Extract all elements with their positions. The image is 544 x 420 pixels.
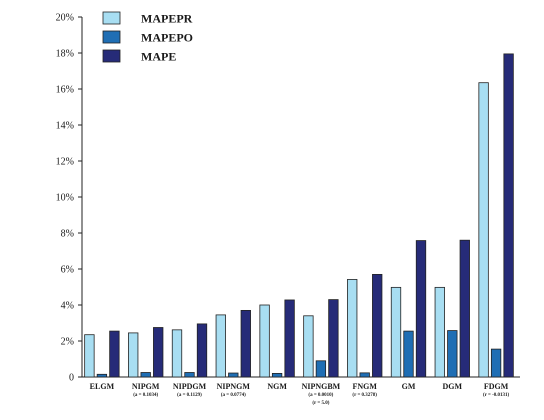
category-labels: ELGM NIPGM (a = 0.1034) NIPDGM (a = 0.1129) N… bbox=[90, 382, 510, 406]
bar-mape-fdgm bbox=[503, 53, 514, 378]
y-tick-label: 16% bbox=[56, 85, 74, 96]
bar-mapepo-nipngm bbox=[228, 372, 239, 378]
bar-mape-dgm bbox=[459, 239, 470, 378]
y-tick-label: 18% bbox=[56, 49, 74, 60]
y-tick-label: 8% bbox=[61, 229, 74, 240]
x-tick-label: NGM bbox=[267, 382, 287, 391]
x-tick-note: (r = -0.0131) bbox=[483, 393, 510, 398]
bar-mape-nipgm bbox=[153, 327, 164, 378]
y-tick-label: 12% bbox=[56, 157, 74, 168]
bar-mapepo-dgm bbox=[447, 330, 458, 378]
bar-mapepr-elgm bbox=[84, 334, 95, 378]
bar-mape-nipngm bbox=[240, 309, 251, 378]
bar-mapepr-nipngbm bbox=[303, 315, 314, 378]
legend-swatch-mapepo bbox=[102, 30, 121, 44]
bar-mapepr-ngm bbox=[259, 304, 270, 378]
bar-mape-nipngbm bbox=[328, 299, 339, 378]
x-tick-note: (r = 5.0) bbox=[312, 401, 329, 406]
bar-mapepo-nipgm bbox=[140, 372, 151, 378]
x-tick-note: (r = 0.3278) bbox=[352, 393, 377, 398]
x-tick-note: (a = 0.0774) bbox=[221, 393, 246, 398]
legend-label-mapepr: MAPEPR bbox=[141, 12, 193, 26]
bar-mape-gm bbox=[415, 240, 427, 378]
bar-mapepo-elgm bbox=[96, 373, 108, 378]
bars bbox=[84, 53, 514, 378]
legend-swatch-mapepr bbox=[102, 11, 121, 25]
bar-mapepo-fdgm bbox=[490, 348, 502, 378]
x-tick-label: NIPNGBM bbox=[302, 382, 341, 391]
bar-mapepr-nipgm bbox=[128, 332, 139, 378]
bar-mapepo-ngm bbox=[271, 372, 283, 378]
legend: MAPEPR MAPEPO MAPE bbox=[102, 11, 193, 64]
x-tick-label: FNGM bbox=[352, 382, 377, 391]
y-tick-label: 2% bbox=[61, 337, 74, 348]
bar-mapepo-fngm bbox=[359, 372, 370, 378]
legend-swatch-mape bbox=[102, 49, 121, 63]
x-tick-label: NIPDGM bbox=[173, 382, 207, 391]
bar-mapepo-nipngbm bbox=[315, 360, 327, 378]
x-tick-label: NIPGM bbox=[132, 382, 160, 391]
x-tick-label: DGM bbox=[443, 382, 463, 391]
x-tick-note: (a = 0.0010) bbox=[308, 393, 333, 398]
bar-mapepr-gm bbox=[390, 286, 402, 378]
bar-mapepr-nipdgm bbox=[171, 329, 183, 378]
y-tick-label: 0 bbox=[69, 373, 74, 384]
bar-mape-elgm bbox=[109, 330, 120, 378]
x-tick-label: ELGM bbox=[90, 382, 115, 391]
y-tick-label: 10% bbox=[56, 193, 74, 204]
bar-mape-fngm bbox=[372, 273, 383, 378]
x-tick-note: (a = 0.1034) bbox=[133, 393, 158, 398]
legend-label-mape: MAPE bbox=[141, 50, 176, 64]
bar-mapepo-nipdgm bbox=[184, 372, 195, 378]
x-tick-label: FDGM bbox=[484, 382, 509, 391]
bar-mapepr-fngm bbox=[347, 279, 358, 378]
y-tick-label: 20% bbox=[56, 13, 74, 24]
legend-label-mapepo: MAPEPO bbox=[141, 31, 193, 45]
bar-mapepr-dgm bbox=[434, 286, 445, 378]
bar-mapepr-fdgm bbox=[478, 82, 489, 378]
bar-mapepo-gm bbox=[403, 330, 414, 378]
y-tick-label: 6% bbox=[61, 265, 74, 276]
bar-mape-nipdgm bbox=[196, 323, 208, 378]
bar-mapepr-nipngm bbox=[215, 314, 226, 378]
x-tick-label: GM bbox=[402, 382, 416, 391]
x-tick-label: NIPNGM bbox=[217, 382, 251, 391]
y-tick-label: 4% bbox=[61, 301, 74, 312]
y-tick-label: 14% bbox=[56, 121, 74, 132]
bar-mape-ngm bbox=[284, 299, 295, 378]
x-tick-note: (a = 0.1129) bbox=[177, 393, 202, 398]
